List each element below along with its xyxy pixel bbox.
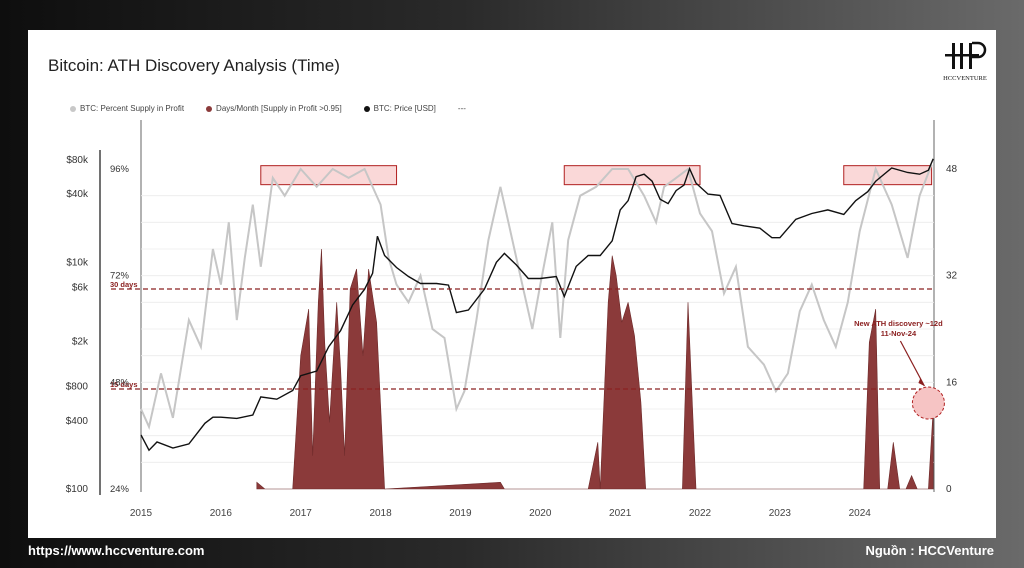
price-tick-label: $10k <box>66 257 89 268</box>
legend-item-days-month: Days/Month [Supply in Profit >0.95] <box>206 104 342 113</box>
price-tick-label: $2k <box>72 337 89 348</box>
legend-label-price: BTC: Price [USD] <box>373 104 436 113</box>
legend-item-supply-profit: BTC: Percent Supply in Profit <box>70 104 184 113</box>
reference-label-15-days: 15 days <box>110 380 138 389</box>
chart-plot: 30 days 15 days 2015 2016 2017 2018 2019 2020 20… <box>66 120 958 519</box>
x-tick-label: 2016 <box>210 508 233 519</box>
footer-url[interactable]: https://www.hccventure.com <box>28 543 205 558</box>
ath-annotation-text-line2: 11-Nov-24 <box>881 329 917 338</box>
days-tick-label: 0 <box>946 484 952 495</box>
series-supply-in-profit <box>140 164 933 430</box>
x-tick-label: 2023 <box>769 508 792 519</box>
x-tick-label: 2015 <box>130 508 153 519</box>
ath-annotation-circle <box>911 386 945 420</box>
price-tick-label: $400 <box>66 416 89 427</box>
ath-annotation-text-line1: New ATH discovery ~12d <box>854 319 943 328</box>
legend-label-supply-profit: BTC: Percent Supply in Profit <box>80 104 185 113</box>
x-tick-label: 2017 <box>290 508 313 519</box>
legend-item-dashes: --- <box>458 104 466 113</box>
legend-dot-days-month <box>206 105 213 112</box>
x-tick-label: 2022 <box>689 508 712 519</box>
x-tick-label: 2024 <box>849 508 872 519</box>
ath-annotation-arrowhead <box>918 378 925 386</box>
percent-tick-label: 72% <box>110 271 130 282</box>
days-tick-label: 16 <box>946 377 958 388</box>
price-tick-label: $40k <box>66 189 89 200</box>
price-tick-label: $100 <box>66 484 89 495</box>
x-tick-label: 2019 <box>449 508 472 519</box>
legend-label-dashes: --- <box>457 104 466 113</box>
days-tick-label: 32 <box>946 271 958 282</box>
price-tick-label: $800 <box>66 382 89 393</box>
logo-text: HCCVENTURE <box>943 75 987 82</box>
ath-highlight-box-1 <box>260 165 398 186</box>
percent-tick-label: 48% <box>110 377 130 388</box>
legend-dot-supply-profit <box>70 105 76 112</box>
x-tick-label: 2020 <box>529 508 552 519</box>
x-tick-label: 2021 <box>609 508 632 519</box>
legend-label-days-month: Days/Month [Supply in Profit >0.95] <box>216 104 342 113</box>
x-tick-label: 2018 <box>369 508 392 519</box>
series-btc-price <box>140 158 934 452</box>
days-tick-label: 48 <box>946 164 958 175</box>
series-days-per-month <box>256 248 934 490</box>
ath-highlight-box-3 <box>843 165 933 186</box>
legend-dot-price <box>363 105 370 112</box>
price-tick-label: $6k <box>72 282 89 293</box>
chart-card: Bitcoin: ATH Discovery Analysis (Time) H… <box>28 30 996 538</box>
percent-tick-label: 96% <box>110 164 130 175</box>
legend-item-price: BTC: Price [USD] <box>363 104 436 113</box>
chart-legend: BTC: Percent Supply in Profit Days/Month… <box>70 104 466 113</box>
reference-label-30-days: 30 days <box>110 280 138 289</box>
chart-title: Bitcoin: ATH Discovery Analysis (Time) <box>48 56 340 75</box>
footer-source: Nguồn : HCCVenture <box>865 543 994 558</box>
price-tick-label: $80k <box>66 155 89 166</box>
hccventure-logo: HCCVENTURE <box>943 41 987 82</box>
percent-tick-label: 24% <box>110 484 130 495</box>
